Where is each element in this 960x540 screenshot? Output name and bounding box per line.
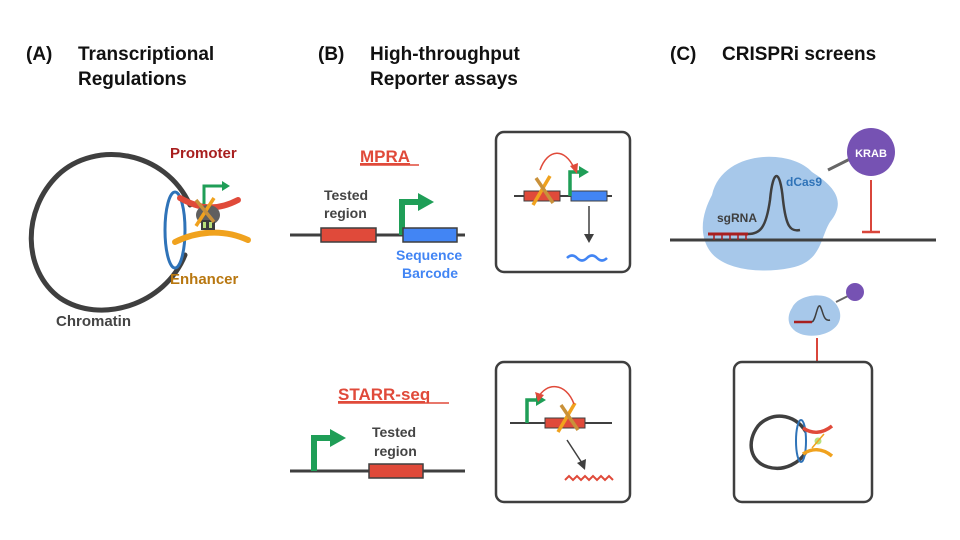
crispri-inset-promoter xyxy=(802,424,834,434)
chromatin-label: Chromatin xyxy=(56,313,131,330)
crispri-inset-enhancer xyxy=(802,448,834,458)
panel-a-letter: (A) xyxy=(26,44,52,65)
mpra-inset-barcode xyxy=(570,190,608,202)
mpra-inset-arc-head-icon xyxy=(570,163,578,174)
starr-promoter-arrow-head-icon xyxy=(330,429,346,447)
barcode-label-line2: Barcode xyxy=(402,265,458,281)
dcas9-label: dCas9 xyxy=(786,175,822,189)
starr-inset-arrow-icon xyxy=(525,398,537,423)
starr-inset-tf xyxy=(556,402,577,433)
starr-inset-tf xyxy=(559,404,580,431)
mpra-inset-down-arrow-head-icon xyxy=(584,234,594,243)
mpra-inset-tf xyxy=(534,177,555,204)
panel-b-letter: (B) xyxy=(318,44,344,65)
krab-small xyxy=(846,283,864,301)
krab-label: KRAB xyxy=(855,148,887,160)
mpra-barcode xyxy=(402,227,458,243)
panel-a-title-line1: Transcriptional xyxy=(78,44,214,65)
crispri-inset-tf xyxy=(811,433,825,449)
starr-inset-down-arrow-icon xyxy=(566,439,583,464)
panel-b-title-line1: High-throughput xyxy=(370,44,521,65)
panel-a-title-line2: Regulations xyxy=(78,69,187,90)
tss-arrow-icon xyxy=(202,184,222,204)
panel-c-title: CRISPRi screens xyxy=(722,44,876,65)
crispri-inset-loop xyxy=(749,414,808,470)
dcas9-small xyxy=(788,295,841,336)
starr-tested-line1: Tested xyxy=(372,424,416,440)
enhancer-label: Enhancer xyxy=(170,271,239,288)
mediator-dot xyxy=(203,222,206,228)
panel-a: (A) Transcriptional Regulations Promoter… xyxy=(26,44,251,330)
starr-title: STARR-seq xyxy=(338,385,430,404)
mpra-promoter-arrow-icon xyxy=(399,199,420,235)
mpra-inset-activation-arc xyxy=(539,152,575,171)
panel-c: (C) CRISPRi screens sgRNA dCas9 KRAB xyxy=(670,44,936,504)
cohesin-ring xyxy=(163,190,187,270)
panel-c-letter: (C) xyxy=(670,44,696,65)
barcode-label-line1: Sequence xyxy=(396,247,462,263)
panel-b-title-line2: Reporter assays xyxy=(370,69,518,90)
starr-inset-down-arrow-head-icon xyxy=(577,459,586,470)
starr-inset-box xyxy=(494,360,632,504)
mediator-block xyxy=(201,220,215,230)
chromatin-loop xyxy=(28,152,193,313)
panel-b: (B) High-throughput Reporter assays MPRA… xyxy=(290,44,632,504)
starr-tested-line2: region xyxy=(374,443,417,459)
sgrna-ticks xyxy=(713,234,747,240)
mpra-title: MPRA xyxy=(360,147,410,166)
mpra-tested-region xyxy=(320,227,377,243)
mpra-inset-arrow-head-icon xyxy=(579,166,589,178)
mpra-rna-wave-icon xyxy=(566,254,608,262)
mpra-inset-tf xyxy=(531,175,552,206)
mpra-inset-box xyxy=(494,130,632,274)
mpra-promoter-arrow-head-icon xyxy=(418,193,434,211)
starr-rna-wave-icon xyxy=(564,474,614,482)
krab-small-linker xyxy=(835,295,849,303)
tss-arrow-head-icon xyxy=(222,181,230,191)
krab-domain xyxy=(847,128,895,176)
starr-tested-region xyxy=(368,463,424,479)
dcas9-protein xyxy=(702,156,838,271)
mpra-tested-line1: Tested xyxy=(324,187,368,203)
mediator-dot xyxy=(209,222,212,228)
promoter-label: Promoter xyxy=(170,145,237,162)
enhancer-strand xyxy=(172,229,251,245)
mpra-tested-line2: region xyxy=(324,205,367,221)
sgrna-label: sgRNA xyxy=(717,211,757,225)
starr-inset-arc-head-icon xyxy=(535,392,544,402)
krab-linker xyxy=(827,156,853,172)
tf-cross xyxy=(194,198,216,224)
crispri-inset-ring xyxy=(795,419,807,463)
starr-promoter-arrow-icon xyxy=(311,435,332,471)
sgrna-scaffold xyxy=(747,175,801,236)
sgrna-small-scaffold xyxy=(811,305,831,323)
